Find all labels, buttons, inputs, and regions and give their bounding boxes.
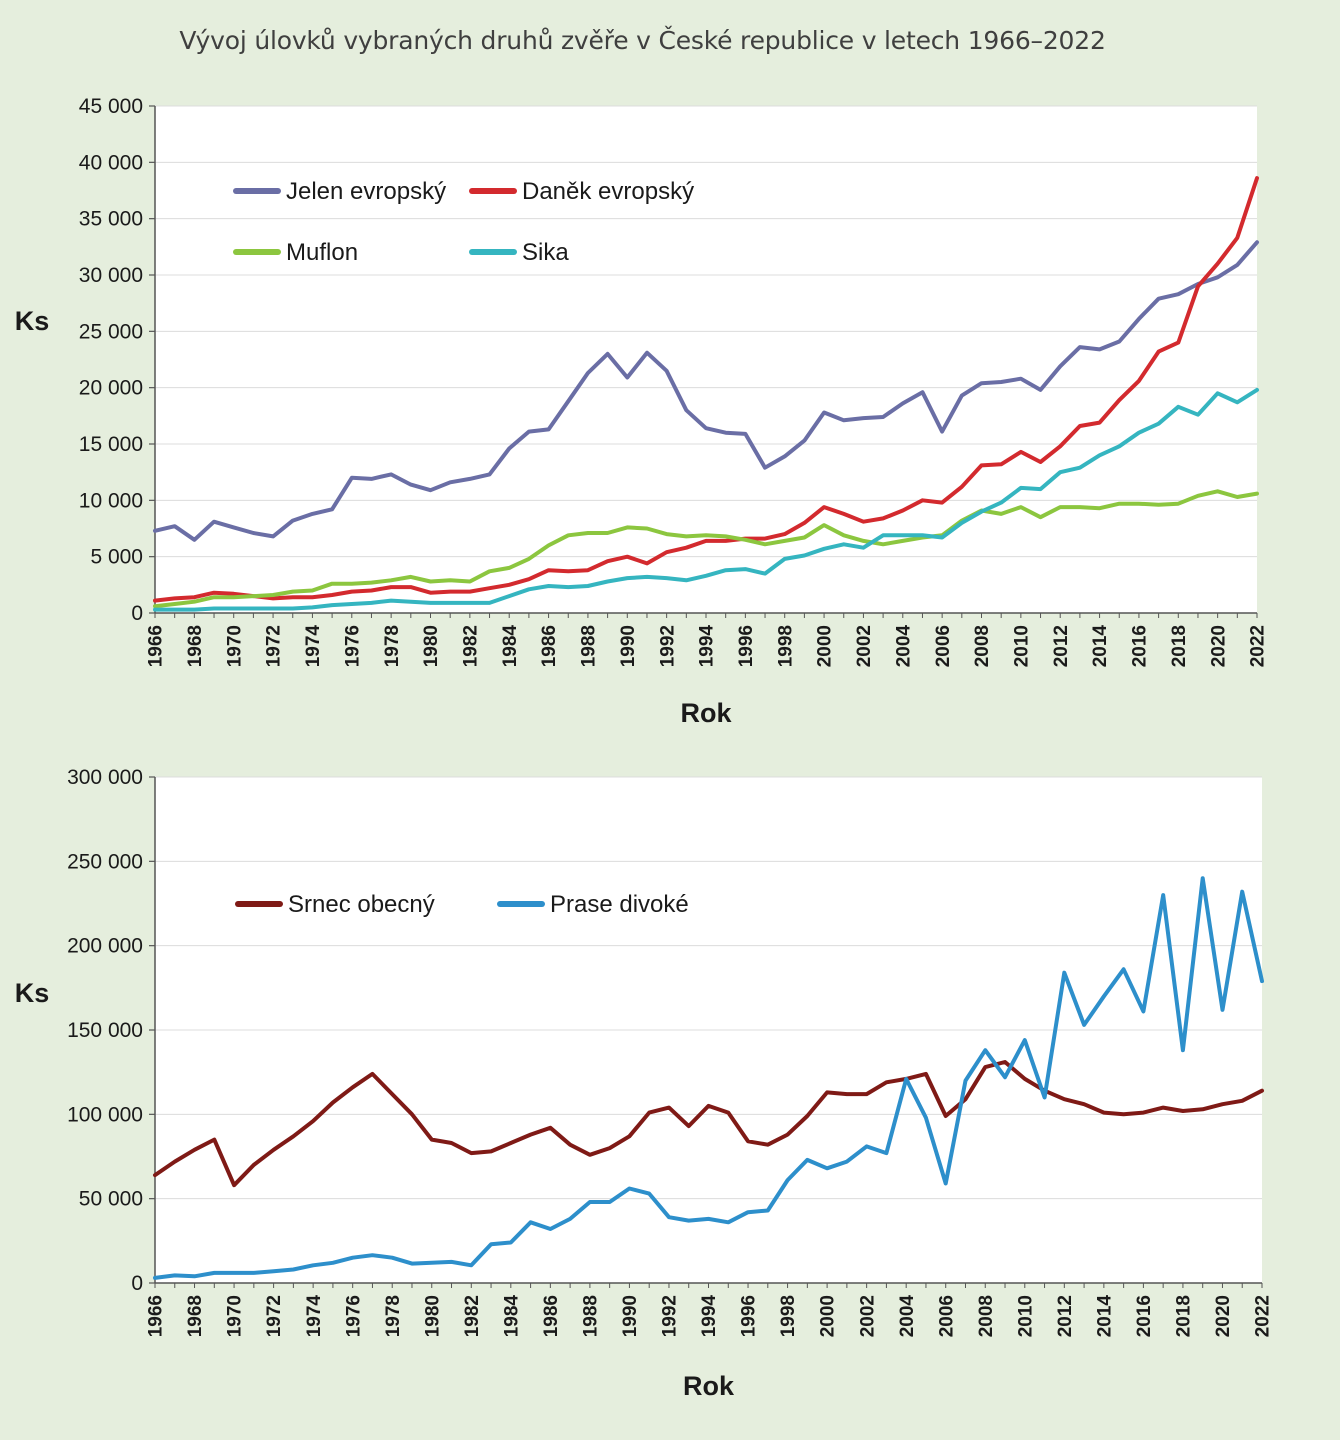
x-tick-label: 2006	[933, 625, 954, 667]
x-tick-label: 1978	[382, 625, 403, 667]
x-tick-label: 2018	[1174, 1295, 1195, 1337]
x-tick-label: 2022	[1248, 625, 1269, 667]
x-tick-label: 1992	[660, 1295, 681, 1337]
series-line-daněk-evropský	[153, 176, 1259, 603]
y-axis-label: Ks	[15, 306, 50, 336]
series-line-sika	[153, 387, 1259, 612]
x-tick-label: 1974	[304, 1295, 325, 1338]
x-tick-label: 1976	[343, 1295, 364, 1337]
x-tick-label: 1968	[185, 1295, 206, 1337]
legend-label: Muflon	[286, 239, 358, 266]
series-line-muflon	[153, 489, 1259, 609]
legend-label: Srnec obecný	[288, 891, 435, 918]
series-line-jelen-evropský	[153, 240, 1259, 542]
x-tick-label: 1980	[422, 1295, 443, 1337]
x-tick-label: 2020	[1208, 625, 1229, 667]
y-tick-label: 10 000	[79, 489, 143, 512]
x-tick-label: 1984	[501, 1295, 522, 1338]
x-tick-label: 2010	[1015, 1295, 1036, 1337]
x-tick-label: 2022	[1253, 1295, 1274, 1337]
x-tick-label: 2014	[1095, 1295, 1116, 1338]
x-tick-label: 1988	[581, 1295, 602, 1337]
y-axis-label: Ks	[15, 978, 50, 1008]
y-tick-label: 250 000	[67, 850, 143, 873]
x-tick-label: 1966	[146, 625, 167, 667]
x-tick-label: 1998	[775, 625, 796, 667]
x-tick-label: 2016	[1134, 1295, 1155, 1337]
x-tick-label: 1970	[224, 625, 245, 667]
y-tick-label: 0	[131, 602, 143, 625]
x-tick-label: 1988	[579, 625, 600, 667]
y-tick-label: 15 000	[79, 433, 143, 456]
x-tick-label: 2012	[1051, 625, 1072, 667]
series-line-srnec-obecný	[153, 1060, 1264, 1188]
y-tick-label: 0	[131, 1272, 143, 1295]
x-tick-label: 2000	[815, 625, 836, 667]
x-tick-label: 1980	[421, 625, 442, 667]
x-tick-label: 2016	[1130, 625, 1151, 667]
x-tick-label: 1974	[303, 625, 324, 668]
x-tick-label: 1992	[657, 625, 678, 667]
x-tick-label: 1972	[264, 1295, 285, 1337]
x-tick-label: 2002	[857, 1295, 878, 1337]
x-tick-label: 1972	[264, 625, 285, 667]
x-tick-label: 1986	[541, 1295, 562, 1337]
x-tick-label: 2014	[1090, 625, 1111, 668]
x-axis-label: Rok	[680, 698, 732, 728]
x-tick-label: 2018	[1169, 625, 1190, 667]
series-line-prase-divoké	[153, 876, 1264, 1280]
legend-label: Jelen evropský	[286, 178, 446, 205]
x-tick-label: 1978	[383, 1295, 404, 1337]
y-tick-label: 40 000	[79, 151, 143, 174]
x-tick-label: 2012	[1055, 1295, 1076, 1337]
x-tick-label: 1996	[739, 1295, 760, 1337]
y-tick-label: 100 000	[67, 1103, 143, 1126]
x-tick-label: 1998	[778, 1295, 799, 1337]
y-tick-label: 150 000	[67, 1019, 143, 1042]
plot-area	[155, 106, 1257, 613]
figure-title: Vývoj úlovků vybraných druhů zvěře v Čes…	[179, 26, 1106, 55]
x-tick-label: 1996	[736, 625, 757, 667]
x-tick-label: 1986	[539, 625, 560, 667]
y-tick-label: 20 000	[79, 377, 143, 400]
y-tick-label: 30 000	[79, 264, 143, 287]
x-tick-label: 1968	[185, 625, 206, 667]
x-tick-label: 2010	[1012, 625, 1033, 667]
x-tick-label: 2004	[893, 625, 914, 668]
y-tick-label: 45 000	[79, 95, 143, 118]
x-tick-label: 1982	[462, 1295, 483, 1337]
x-tick-label: 1966	[146, 1295, 167, 1337]
x-tick-label: 2002	[854, 625, 875, 667]
y-tick-label: 200 000	[67, 935, 143, 958]
y-tick-label: 50 000	[79, 1188, 143, 1211]
x-tick-label: 1982	[461, 625, 482, 667]
x-tick-label: 2008	[972, 625, 993, 667]
y-tick-label: 5 000	[90, 546, 143, 569]
x-tick-label: 2008	[976, 1295, 997, 1337]
x-tick-label: 2004	[897, 1295, 918, 1338]
y-tick-label: 300 000	[67, 766, 143, 789]
x-tick-label: 1984	[500, 625, 521, 668]
x-tick-label: 1976	[342, 625, 363, 667]
x-tick-label: 1990	[618, 625, 639, 667]
legend-label: Prase divoké	[550, 891, 689, 918]
x-axis-label: Rok	[683, 1371, 735, 1401]
x-tick-label: 1994	[697, 625, 718, 668]
x-tick-label: 2020	[1213, 1295, 1234, 1337]
legend-label: Sika	[522, 239, 569, 266]
x-tick-label: 2000	[818, 1295, 839, 1337]
x-tick-label: 1990	[620, 1295, 641, 1337]
x-tick-label: 1994	[699, 1295, 720, 1338]
y-tick-label: 35 000	[79, 208, 143, 231]
y-tick-label: 25 000	[79, 320, 143, 343]
legend-label: Daněk evropský	[522, 178, 694, 205]
x-tick-label: 1970	[225, 1295, 246, 1337]
x-tick-label: 2006	[936, 1295, 957, 1337]
